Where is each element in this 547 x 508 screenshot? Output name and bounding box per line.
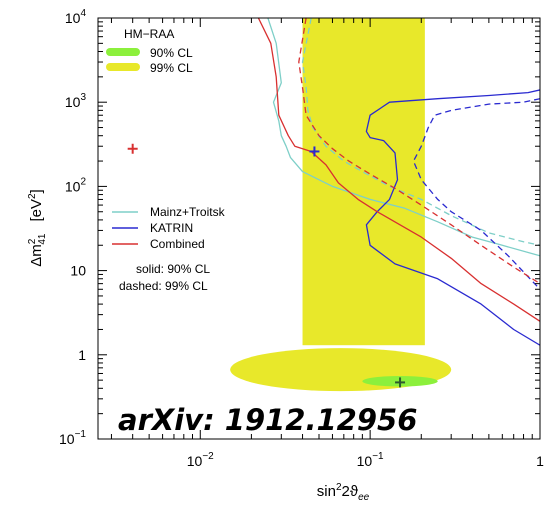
best-fit-markers xyxy=(127,143,406,388)
legend-hm-raa: HM−RAA 90% CL 99% CL xyxy=(106,27,193,75)
x-axis-label-mid: 2ϑ xyxy=(342,483,359,500)
curve-combined-90-solid xyxy=(257,18,540,322)
legend-label-mainz-troitsk: Mainz+Troitsk xyxy=(150,205,226,219)
y-tick-labels: 10−1 1 10 102 103 104 xyxy=(59,8,86,447)
x-tick-label: 10−1 xyxy=(357,451,384,469)
legend-hm-raa-title: HM−RAA xyxy=(124,27,174,41)
legend-label-90-cl: 90% CL xyxy=(150,46,193,60)
legend-swatch-99-cl xyxy=(106,63,140,71)
y-axis-label-sub: 41 xyxy=(37,233,48,245)
legend-experiments: Mainz+Troitsk KATRIN Combined solid: 90%… xyxy=(112,205,226,293)
y-axis-label: Δm241[eV2] xyxy=(27,189,48,266)
legend-swatch-90-cl xyxy=(106,48,140,56)
legend-note-solid: solid: 90% CL xyxy=(136,262,210,276)
x-axis-label: sin22ϑee xyxy=(317,482,370,503)
y-tick-label: 102 xyxy=(65,176,87,194)
arxiv-watermark: arXiv: 1912.12956 xyxy=(118,403,417,437)
allowed-regions xyxy=(230,18,452,392)
y-tick-label: 104 xyxy=(65,8,87,26)
marker-blue-best-fit xyxy=(309,146,320,157)
y-axis-label-unit-sup: 2 xyxy=(27,193,38,199)
marker-red-best-fit xyxy=(127,143,138,154)
legend-label-99-cl: 99% CL xyxy=(150,61,193,75)
x-tick-label: 10−2 xyxy=(187,451,214,469)
curve-katrin-99-dashed xyxy=(412,98,540,290)
y-axis-label-main: Δm xyxy=(28,244,45,267)
curve-katrin-90-solid xyxy=(365,89,540,346)
exclusion-curves xyxy=(257,18,540,346)
y-axis-label-unit-end: ] xyxy=(28,189,45,193)
axis-ticks xyxy=(98,17,541,440)
y-axis-label-unit: [eV xyxy=(28,199,45,222)
y-tick-label: 10−1 xyxy=(59,429,86,447)
x-tick-label: 1 xyxy=(536,453,544,469)
x-axis-label-main: sin xyxy=(317,483,336,500)
y-tick-label: 10 xyxy=(70,263,86,279)
y-axis-label-sup: 2 xyxy=(27,238,38,244)
legend-note-dashed: dashed: 99% CL xyxy=(119,279,208,293)
curve-combined-99-dashed xyxy=(298,18,540,285)
x-axis-label-sup: 2 xyxy=(336,482,342,493)
y-tick-label: 103 xyxy=(65,92,87,110)
marker-green-best-fit xyxy=(395,377,406,388)
x-axis-label-sub: ee xyxy=(358,492,370,503)
legend-label-katrin: KATRIN xyxy=(150,221,193,235)
x-tick-labels: 10−2 10−1 1 xyxy=(187,451,544,469)
curve-mainz-troitsk-99-dashed xyxy=(301,18,540,246)
y-tick-label: 1 xyxy=(78,347,86,363)
raa-99-cl-band xyxy=(302,18,425,346)
legend-label-combined: Combined xyxy=(150,237,205,251)
